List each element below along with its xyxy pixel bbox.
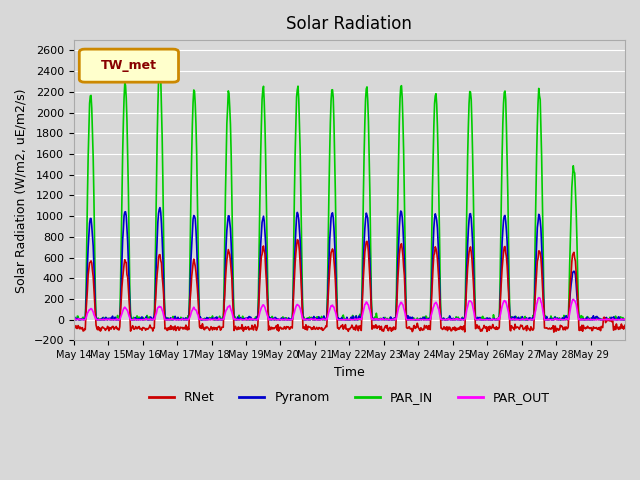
Pyranom (156, 205, 164, 211)
PAR_IN (70, 316, 77, 322)
RNet (621, 323, 629, 328)
PAR_OUT (237, 316, 244, 322)
Line: PAR_OUT: PAR_OUT (74, 298, 625, 320)
FancyBboxPatch shape (79, 49, 179, 82)
PAR_OUT (438, 317, 445, 323)
RNet (284, 324, 292, 330)
RNet (550, 329, 557, 335)
RNet (263, 291, 271, 297)
Pyranom (70, 317, 77, 323)
Pyranom (438, 317, 445, 323)
Pyranom (237, 315, 244, 321)
PAR_OUT (407, 317, 415, 323)
Pyranom (285, 315, 292, 321)
PAR_IN (621, 316, 629, 322)
RNet (407, 326, 415, 332)
Pyranom (621, 317, 629, 323)
PAR_OUT (135, 317, 143, 323)
RNet (294, 237, 301, 243)
PAR_OUT (264, 314, 271, 320)
PAR_IN (70, 317, 78, 323)
Legend: RNet, Pyranom, PAR_IN, PAR_OUT: RNet, Pyranom, PAR_IN, PAR_OUT (144, 386, 555, 409)
PAR_IN (156, 65, 164, 71)
PAR_OUT (535, 295, 543, 300)
PAR_IN (265, 316, 273, 322)
Pyranom (134, 317, 142, 323)
RNet (70, 324, 77, 330)
PAR_IN (438, 316, 446, 322)
PAR_OUT (72, 317, 80, 323)
RNet (134, 325, 142, 331)
Title: Solar Radiation: Solar Radiation (287, 15, 412, 33)
Line: RNet: RNet (74, 240, 625, 332)
PAR_OUT (285, 317, 292, 323)
PAR_IN (135, 314, 143, 320)
RNet (236, 325, 244, 331)
X-axis label: Time: Time (334, 366, 365, 379)
Pyranom (264, 304, 271, 310)
PAR_OUT (70, 316, 77, 322)
Y-axis label: Solar Radiation (W/m2, uE/m2/s): Solar Radiation (W/m2, uE/m2/s) (15, 88, 28, 292)
RNet (438, 325, 445, 331)
Pyranom (407, 317, 415, 323)
Text: TW_met: TW_met (101, 59, 157, 72)
PAR_IN (285, 317, 293, 323)
PAR_IN (237, 316, 245, 322)
Line: Pyranom: Pyranom (74, 208, 625, 320)
Line: PAR_IN: PAR_IN (74, 68, 625, 320)
PAR_IN (408, 317, 415, 323)
PAR_OUT (621, 316, 629, 322)
